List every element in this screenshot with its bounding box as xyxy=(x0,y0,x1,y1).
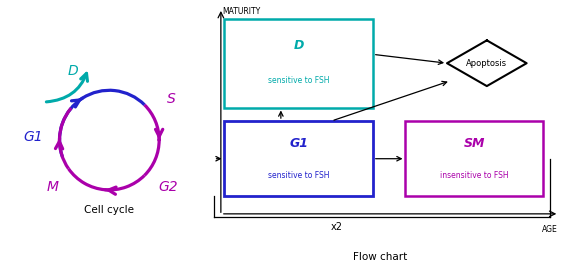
Text: S: S xyxy=(167,92,176,106)
Text: G1: G1 xyxy=(24,130,43,144)
Text: SM: SM xyxy=(463,137,485,150)
Text: G2: G2 xyxy=(158,180,178,194)
Text: Flow chart: Flow chart xyxy=(353,252,407,262)
Bar xyxy=(224,19,373,108)
Text: G1: G1 xyxy=(289,137,308,150)
Text: sensitive to FSH: sensitive to FSH xyxy=(268,76,329,86)
Text: AGE: AGE xyxy=(541,225,558,233)
Bar xyxy=(406,121,543,196)
Text: D: D xyxy=(68,64,79,78)
Text: insensitive to FSH: insensitive to FSH xyxy=(440,171,508,180)
Text: MATURITY: MATURITY xyxy=(223,7,261,16)
Text: x2: x2 xyxy=(330,222,343,232)
Text: Cell cycle: Cell cycle xyxy=(84,205,134,215)
Text: sensitive to FSH: sensitive to FSH xyxy=(268,171,329,180)
Bar xyxy=(224,121,373,196)
Text: Apoptosis: Apoptosis xyxy=(466,59,507,68)
Text: D: D xyxy=(293,39,304,52)
Text: M: M xyxy=(47,180,58,194)
